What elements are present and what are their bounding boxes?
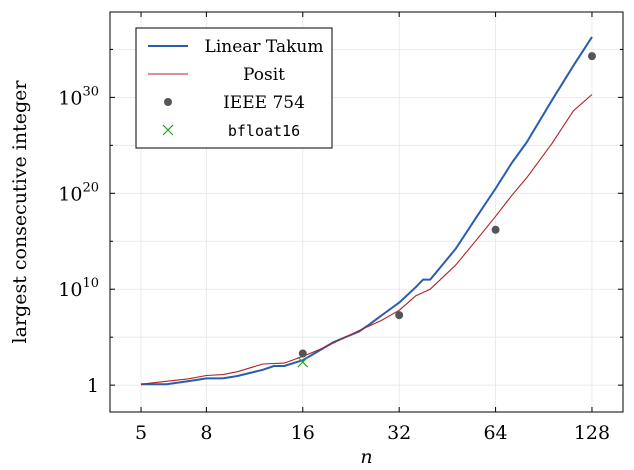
x-axis-label: n [360,446,372,468]
x-tick-label: 16 [291,422,315,444]
legend-swatch-bfloat16 [162,124,174,136]
legend-swatch-ieee-754 [164,98,172,106]
y-tick-label: 1010 [58,276,99,301]
y-tick-label: 1020 [58,180,99,205]
ieee-754-point [587,52,596,61]
bfloat16-point [297,356,309,368]
ieee-754-point [298,349,307,358]
ticks [110,12,623,412]
x-tick-label: 64 [483,422,507,444]
legend-cross-stroke [162,124,174,136]
legend-label-ieee-754: IEEE 754 [223,93,305,113]
plot-frame [109,11,624,413]
y-tick-label: 1030 [58,84,99,109]
ieee-754-point [491,225,500,234]
series-line-linear-takum [141,36,593,386]
x-tick-label: 8 [200,422,212,444]
y-tick-label: 1 [87,375,99,397]
y-axis-label: largest consecutive integer [9,80,31,344]
legend-box [135,27,333,149]
legend-label-linear-takum: Linear Takum [205,37,324,57]
legend-label-bfloat16: bfloat16 [228,122,300,140]
legend: Linear Takum Posit IEEE 754 bfloat16 [135,27,333,149]
legend-label-posit: Posit [243,65,285,85]
bfloat16-cross-stroke [297,356,309,368]
x-tick-label: 128 [574,422,610,444]
series-layer [140,36,596,386]
x-tick-label: 32 [387,422,411,444]
tick-labels: 5 8 16 32 64 128 1 1010 1020 1030 [58,84,610,444]
x-tick-label: 5 [135,422,147,444]
ieee-754-point [395,311,404,320]
series-line-posit [140,94,593,385]
